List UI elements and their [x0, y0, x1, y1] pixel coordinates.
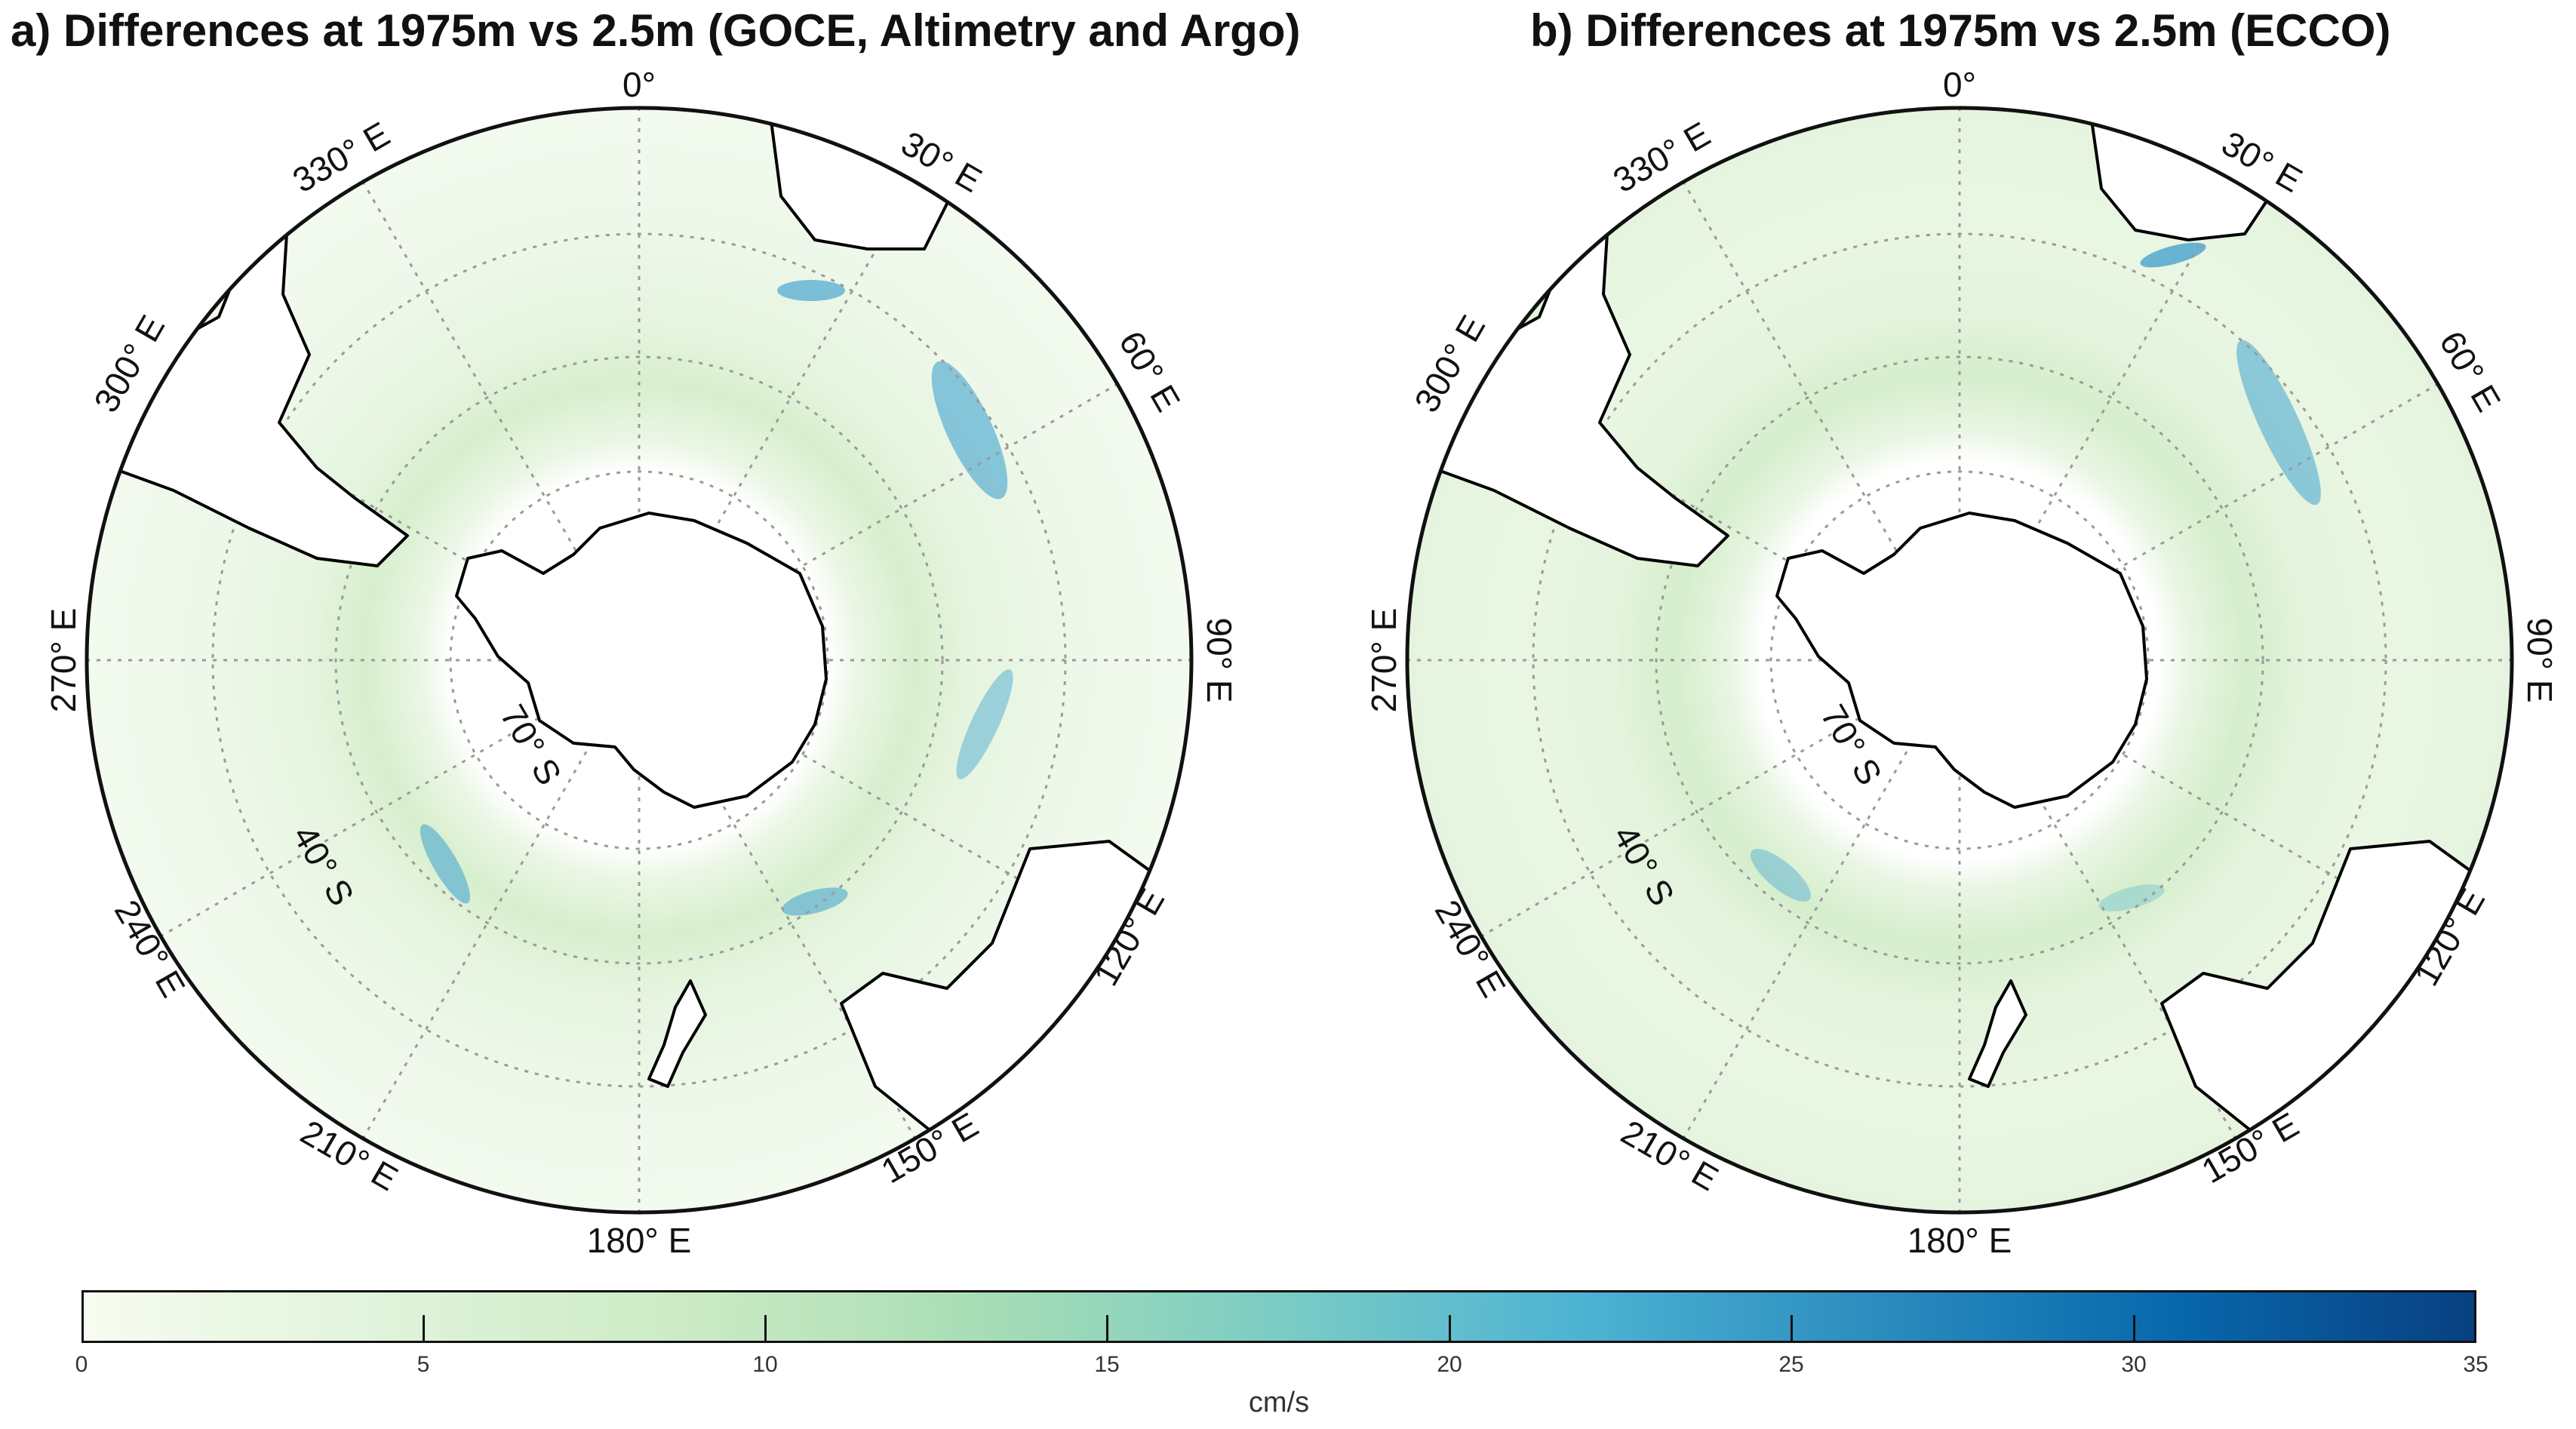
- meridians: [87, 108, 1191, 1212]
- lon-label-90e: 90° E: [1200, 617, 1239, 702]
- map-boundary: [1405, 106, 2514, 1215]
- lon-label-0: 0°: [1943, 65, 1976, 104]
- colorbar-tick: [1791, 1315, 1793, 1343]
- hotspot: [2098, 884, 2165, 911]
- panel-b-map: 0° 30° E 60° E 90° E 120° E 150° E 180° …: [1364, 65, 2559, 1260]
- colorbar-label-0: 0: [75, 1352, 88, 1377]
- colorbar-label-5: 5: [417, 1352, 430, 1377]
- colorbar-label-15: 15: [1094, 1352, 1120, 1377]
- antarctica-landmass: [455, 512, 828, 809]
- hotspot: [420, 824, 471, 904]
- colorbar-label-35: 35: [2463, 1352, 2488, 1377]
- lon-label-180e: 180° E: [1907, 1221, 2012, 1260]
- latitude-circle: [1769, 470, 2150, 850]
- colorbar-unit-label: cm/s: [1248, 1387, 1310, 1418]
- new-zealand-landmass: [1968, 979, 2027, 1088]
- hotspot: [1750, 849, 1812, 902]
- colorbar-label-30: 30: [2121, 1352, 2147, 1377]
- colorbar-tick: [2133, 1315, 2135, 1343]
- latitude-circle: [449, 470, 829, 850]
- latitude-circle: [334, 355, 944, 965]
- new-zealand-landmass: [647, 979, 707, 1088]
- latitude-circle: [1655, 355, 2264, 965]
- meridians: [1407, 108, 2512, 1212]
- colorbar-label-10: 10: [752, 1352, 778, 1377]
- hotspot: [782, 887, 848, 916]
- hotspot: [777, 280, 845, 301]
- antarctica-landmass: [1775, 512, 2148, 809]
- colorbar-tick: [423, 1315, 425, 1343]
- hotspot: [931, 361, 1008, 499]
- lon-label-90e: 90° E: [2520, 617, 2559, 702]
- panel-a-title: a) Differences at 1975m vs 2.5m (GOCE, A…: [11, 5, 1301, 56]
- colorbar: [81, 1290, 2476, 1343]
- colorbar-tick: [1449, 1315, 1451, 1343]
- panel-a-map: 0° 30° E 60° E 90° E 120° E 150° E 180° …: [44, 65, 1239, 1260]
- lon-label-180e: 180° E: [587, 1221, 692, 1260]
- hotspot: [2140, 242, 2206, 268]
- lon-label-0: 0°: [622, 65, 656, 104]
- colorbar-label-20: 20: [1437, 1352, 1462, 1377]
- colorbar-tick: [764, 1315, 767, 1343]
- hotspot: [956, 669, 1013, 779]
- colorbar-tick: [1106, 1315, 1108, 1343]
- lon-label-270e: 270° E: [1364, 608, 1403, 713]
- colorbar-label-25: 25: [1778, 1352, 1804, 1377]
- lon-label-270e: 270° E: [44, 608, 83, 713]
- map-boundary: [85, 106, 1194, 1215]
- panel-b-title: b) Differences at 1975m vs 2.5m (ECCO): [1530, 5, 2391, 56]
